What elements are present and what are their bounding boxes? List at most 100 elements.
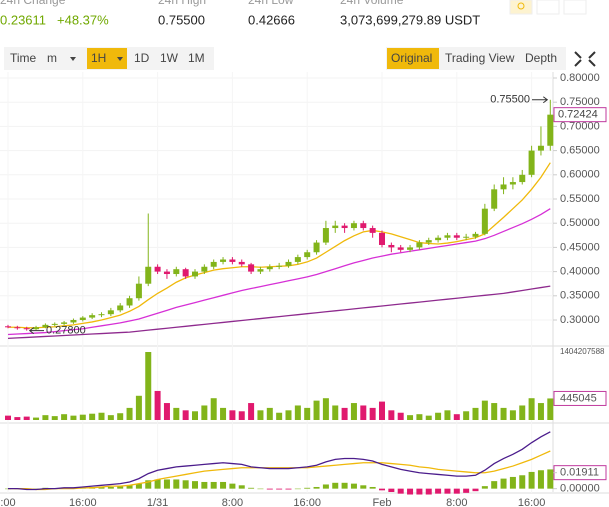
macd-bar <box>220 481 227 489</box>
macd-bar <box>126 485 133 489</box>
volume-bar <box>528 398 535 420</box>
volume-bar <box>51 416 58 420</box>
macd-bar <box>463 488 470 493</box>
volume-bar <box>481 400 488 420</box>
y-tick-label: 0.70000 <box>560 120 600 132</box>
volume-bar <box>313 400 320 420</box>
toolbar-button[interactable]: 1D <box>134 51 150 65</box>
y-tick-label: 0.40000 <box>560 266 600 278</box>
x-tick-label: 8:00 <box>446 497 467 507</box>
y-tick-label: 0.65000 <box>560 145 600 157</box>
candle-body <box>23 328 30 330</box>
toolbar-button[interactable]: m <box>47 51 57 65</box>
sun <box>517 2 525 10</box>
macd-bar <box>481 486 488 489</box>
candle-body <box>5 326 11 328</box>
macd-tick-label: 0.01911 <box>560 467 599 479</box>
share-icon[interactable] <box>563 0 587 15</box>
sun-icon[interactable] <box>509 0 533 15</box>
macd-bar <box>163 479 170 489</box>
header-icons <box>509 0 587 15</box>
toolbar-button[interactable]: 1W <box>160 51 179 65</box>
fullscreen-icon[interactable] <box>574 51 596 67</box>
toolbar-button[interactable]: 1H <box>91 51 106 65</box>
volume-bar <box>182 410 189 420</box>
macd-bar <box>201 481 208 489</box>
macd-bar <box>425 488 432 495</box>
candle-body <box>444 235 451 238</box>
volume-tag <box>553 390 607 406</box>
stat-value: 0.42666 <box>248 12 295 27</box>
volume-bar <box>509 410 516 420</box>
volume-bar <box>500 407 507 420</box>
candle-body <box>528 150 535 175</box>
volume-bar <box>201 405 208 420</box>
candle-body <box>201 266 208 272</box>
volume-bar <box>463 411 470 420</box>
candle-body <box>547 114 554 146</box>
macd-bar <box>238 485 245 489</box>
candle-body <box>294 257 301 262</box>
y-tick-label: 0.30000 <box>560 314 600 326</box>
macd-bar <box>135 483 142 489</box>
dropdown-icon <box>117 57 123 61</box>
candle-body <box>135 283 142 299</box>
volume-bar <box>322 398 329 420</box>
toolbar-button[interactable]: Time <box>10 51 37 65</box>
y-tick-label: 0.80000 <box>560 72 600 84</box>
candle-body <box>416 242 423 248</box>
macd-tick-label: 0.00000 <box>560 483 600 495</box>
volume-bar <box>238 411 245 420</box>
y-tick-label: 0.55000 <box>560 193 600 205</box>
selected-view <box>387 48 439 69</box>
volume-bar <box>257 410 264 420</box>
candle-body <box>397 247 404 250</box>
volume-bar <box>276 412 283 420</box>
candle-body <box>472 233 479 237</box>
macd-bar <box>547 469 554 489</box>
x-tick-label: 8:00 <box>222 497 243 507</box>
macd-bar <box>341 482 348 489</box>
candle-body <box>154 266 161 272</box>
candle-body <box>407 247 414 250</box>
candle-body <box>70 320 77 323</box>
macd-bar <box>519 475 526 489</box>
macd-bar <box>182 480 189 489</box>
volume-bar <box>425 415 432 420</box>
macd-bar <box>407 488 414 495</box>
candle-body <box>126 298 133 306</box>
macd-bar <box>360 485 367 489</box>
toolbar-button[interactable]: Original <box>391 51 432 65</box>
volume-bar <box>294 405 301 420</box>
volume-bar <box>192 411 198 420</box>
toolbar-button[interactable]: Trading View <box>445 51 515 65</box>
moon-icon[interactable] <box>536 0 560 15</box>
macd-bar <box>332 482 339 489</box>
volume-bar <box>388 410 395 420</box>
volume-bar <box>519 405 526 420</box>
volume-bar <box>145 352 152 420</box>
candle-body <box>173 269 180 275</box>
volume-bar <box>360 405 367 420</box>
toolbar-button[interactable]: 1M <box>188 51 205 65</box>
candle-body <box>276 265 283 267</box>
volume-bar <box>135 395 142 420</box>
candle-body <box>257 269 264 272</box>
macd-bar <box>453 488 460 494</box>
stat-label: 24h Volume <box>340 0 404 7</box>
toolbar-button[interactable]: Depth <box>525 51 557 65</box>
candle-body <box>238 261 245 265</box>
macd-bar <box>294 488 301 490</box>
candle-body <box>388 244 395 248</box>
volume-bar <box>42 415 49 420</box>
candle-body <box>350 223 357 229</box>
volume-bar <box>61 414 68 420</box>
macd-bar <box>379 488 385 491</box>
volume-bar <box>70 415 77 420</box>
candle-body <box>341 225 348 229</box>
volume-bar <box>304 407 311 420</box>
macd-bar <box>322 484 329 489</box>
dropdown-icon <box>70 57 76 61</box>
y-tick-label: 0.75000 <box>560 96 600 108</box>
candle-body <box>491 189 498 209</box>
